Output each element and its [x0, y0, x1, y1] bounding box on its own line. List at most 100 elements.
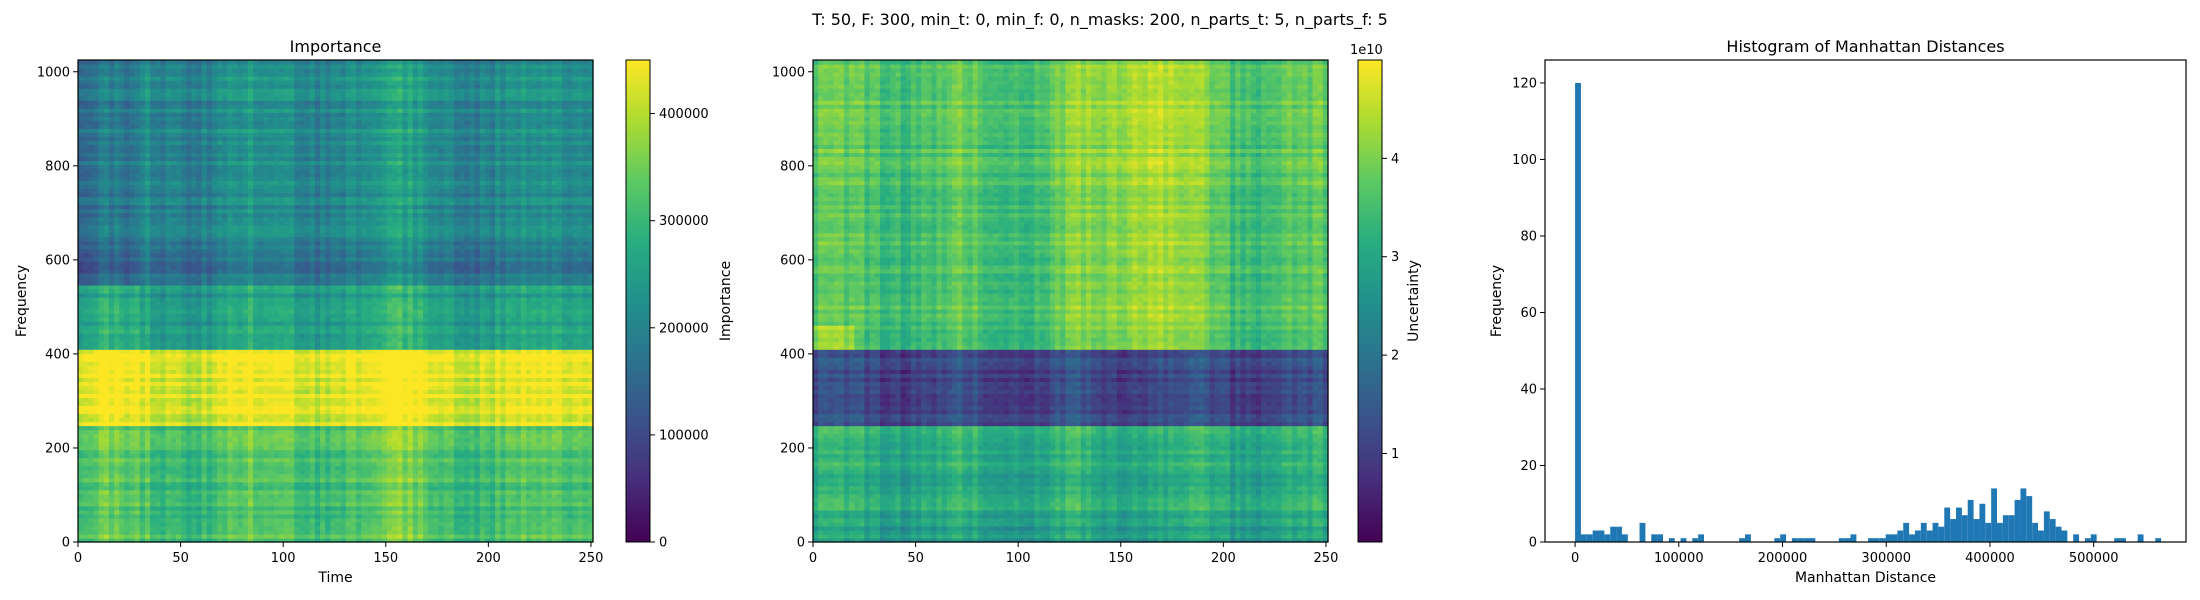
importance-heatmap-cell: [217, 502, 223, 507]
importance-heatmap-cell: [160, 426, 166, 431]
importance-heatmap-cell: [526, 434, 532, 439]
importance-heatmap-cell: [475, 349, 481, 354]
importance-heatmap-cell: [263, 482, 269, 487]
importance-heatmap-cell: [140, 393, 146, 398]
importance-heatmap-cell: [392, 385, 398, 390]
importance-heatmap-cell: [485, 393, 491, 398]
importance-heatmap-cell: [341, 422, 347, 427]
importance-heatmap-cell: [207, 458, 213, 463]
importance-heatmap-cell: [140, 349, 146, 354]
importance-heatmap-cell: [176, 526, 182, 531]
importance-heatmap-cell: [186, 466, 192, 471]
importance-heatmap-cell: [413, 426, 419, 431]
importance-heatmap-cell: [202, 426, 208, 431]
importance-heatmap-cell: [279, 486, 285, 491]
importance-heatmap-cell: [93, 422, 99, 427]
importance-heatmap-cell: [511, 426, 517, 431]
importance-heatmap-cell: [315, 341, 321, 346]
importance-heatmap-cell: [480, 486, 486, 491]
importance-heatmap-cell: [433, 426, 439, 431]
importance-heatmap-cell: [253, 422, 259, 427]
importance-heatmap-cell: [387, 522, 393, 527]
importance-heatmap-cell: [140, 506, 146, 511]
importance-heatmap-cell: [351, 474, 357, 479]
importance-heatmap-cell: [124, 446, 130, 451]
importance-heatmap-cell: [263, 438, 269, 443]
importance-heatmap-cell: [83, 450, 89, 455]
importance-heatmap-cell: [99, 518, 105, 523]
importance-heatmap-cell: [490, 422, 496, 427]
importance-heatmap-cell: [480, 345, 486, 350]
importance-heatmap-cell: [88, 369, 94, 374]
importance-heatmap-cell: [99, 349, 105, 354]
importance-heatmap-cell: [361, 409, 367, 414]
importance-heatmap-cell: [583, 506, 589, 511]
importance-heatmap-cell: [269, 446, 275, 451]
importance-heatmap-cell: [305, 417, 311, 422]
importance-heatmap-cell: [444, 438, 450, 443]
importance-heatmap-cell: [387, 438, 393, 443]
importance-heatmap-cell: [397, 478, 403, 483]
importance-heatmap-cell: [310, 482, 316, 487]
importance-heatmap-cell: [279, 413, 285, 418]
importance-heatmap-cell: [397, 349, 403, 354]
importance-heatmap-cell: [140, 381, 146, 386]
importance-heatmap-cell: [531, 498, 537, 503]
importance-heatmap-cell: [433, 349, 439, 354]
importance-heatmap-cell: [578, 458, 584, 463]
importance-heatmap-cell: [480, 381, 486, 386]
importance-heatmap-cell: [196, 454, 202, 459]
importance-heatmap-cell: [392, 409, 398, 414]
importance-heatmap-cell: [160, 506, 166, 511]
importance-heatmap-cell: [207, 430, 213, 435]
importance-heatmap-cell: [495, 442, 501, 447]
importance-heatmap-cell: [495, 417, 501, 422]
importance-heatmap-cell: [372, 405, 378, 410]
importance-heatmap-cell: [150, 341, 156, 346]
importance-heatmap-cell: [330, 409, 336, 414]
importance-heatmap-cell: [336, 341, 342, 346]
importance-heatmap-cell: [207, 438, 213, 443]
importance-heatmap-cell: [145, 446, 151, 451]
importance-heatmap-cell: [119, 434, 125, 439]
importance-heatmap-cell: [243, 526, 249, 531]
importance-heatmap-cell: [191, 373, 197, 378]
importance-heatmap-cell: [531, 502, 537, 507]
importance-heatmap-cell: [248, 393, 254, 398]
importance-heatmap-cell: [212, 510, 218, 515]
importance-heatmap-cell: [274, 442, 280, 447]
importance-heatmap-cell: [444, 349, 450, 354]
importance-heatmap-cell: [212, 369, 218, 374]
importance-heatmap-cell: [248, 462, 254, 467]
importance-heatmap-cell: [119, 494, 125, 499]
importance-heatmap-cell: [145, 502, 151, 507]
importance-heatmap-cell: [500, 490, 506, 495]
importance-heatmap-cell: [413, 401, 419, 406]
importance-heatmap-cell: [557, 381, 563, 386]
importance-heatmap-cell: [557, 401, 563, 406]
importance-heatmap-cell: [444, 442, 450, 447]
importance-heatmap-cell: [299, 442, 305, 447]
importance-heatmap-cell: [130, 357, 136, 362]
importance-heatmap-cell: [557, 417, 563, 422]
importance-heatmap-cell: [408, 518, 414, 523]
importance-heatmap-cell: [511, 345, 517, 350]
importance-heatmap-cell: [413, 518, 419, 523]
importance-heatmap-cell: [243, 345, 249, 350]
importance-heatmap-cell: [294, 506, 300, 511]
importance-heatmap-cell: [372, 474, 378, 479]
importance-heatmap-cell: [330, 385, 336, 390]
importance-heatmap-cell: [140, 365, 146, 370]
importance-heatmap-cell: [186, 446, 192, 451]
importance-heatmap-cell: [83, 474, 89, 479]
importance-heatmap-cell: [372, 385, 378, 390]
importance-heatmap-cell: [464, 361, 470, 366]
importance-heatmap-cell: [464, 482, 470, 487]
importance-heatmap-cell: [336, 502, 342, 507]
importance-heatmap-cell: [428, 365, 434, 370]
importance-heatmap-cell: [186, 361, 192, 366]
importance-heatmap-cell: [310, 462, 316, 467]
importance-heatmap-cell: [567, 526, 573, 531]
importance-heatmap-cell: [366, 530, 372, 535]
importance-heatmap-cell: [341, 518, 347, 523]
